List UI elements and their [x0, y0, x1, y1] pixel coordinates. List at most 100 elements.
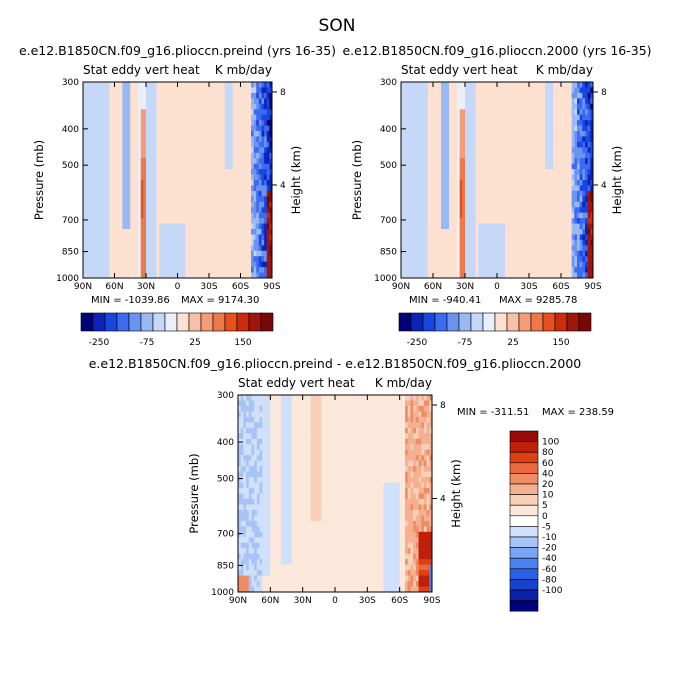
contour-cell [117, 196, 121, 203]
contour-cell [521, 158, 525, 165]
contour-cell [224, 245, 228, 252]
contour-cell [475, 239, 479, 246]
contour-cell [156, 212, 160, 219]
contour-cell [542, 163, 546, 170]
contour-cell [130, 98, 134, 105]
contour-cell [88, 267, 92, 273]
contour-cell [433, 114, 437, 121]
contour-cell [459, 229, 463, 235]
contour-cell [132, 147, 136, 154]
contour-cell [264, 196, 268, 203]
contour-cell [253, 158, 257, 165]
contour-cell [563, 212, 567, 219]
contour-cell [510, 272, 514, 278]
contour-cell [475, 131, 479, 137]
contour-cell [201, 82, 205, 88]
contour-cell [537, 131, 541, 137]
contour-cell [427, 158, 431, 165]
contour-cell [561, 234, 565, 241]
contour-cell [143, 272, 147, 278]
contour-cell [507, 87, 511, 94]
contour-cell [106, 272, 110, 278]
contour-cell [417, 98, 421, 105]
contour-cell [403, 234, 407, 241]
contour-cell [494, 174, 498, 181]
contour-cell [502, 190, 506, 197]
contour-cell [98, 272, 102, 278]
contour-cell [266, 250, 270, 257]
contour-cell [222, 201, 226, 208]
contour-cell [521, 87, 525, 94]
contour-cell [430, 125, 434, 132]
contour-cell [227, 92, 231, 99]
contour-cell [427, 136, 431, 143]
contour-cell [550, 229, 554, 235]
contour-cell [481, 180, 485, 186]
contour-cell [403, 207, 407, 214]
contour-cell [451, 125, 455, 132]
contour-cell [555, 169, 559, 175]
contour-cell [446, 190, 450, 197]
contour-cell [227, 109, 231, 116]
contour-cell [211, 158, 215, 165]
contour-cell [478, 245, 482, 252]
contour-cell [569, 158, 573, 165]
contour-cell [569, 196, 573, 203]
contour-cell [563, 256, 567, 263]
contour-cell [457, 267, 461, 273]
contour-cell [127, 92, 131, 99]
contour-cell [467, 120, 471, 126]
contour-cell [409, 196, 413, 203]
contour-cell [253, 234, 257, 241]
contour-cell [478, 152, 482, 159]
contour-cell [264, 147, 268, 154]
contour-cell [85, 212, 89, 219]
contour-cell [462, 196, 466, 203]
contour-cell [88, 92, 92, 99]
contour-cell [425, 92, 429, 99]
contour-cell [174, 196, 178, 203]
contour-cell [419, 109, 423, 116]
contour-cell [526, 234, 530, 241]
contour-cell [209, 152, 213, 159]
contour-cell [441, 92, 445, 99]
contour-cell [106, 256, 110, 263]
contour-cell [510, 152, 514, 159]
contour-cell [125, 239, 129, 246]
contour-cell [230, 272, 234, 278]
contour-cell [248, 98, 252, 105]
contour-cell [441, 190, 445, 197]
contour-cell [566, 169, 570, 175]
contour-cell [537, 212, 541, 219]
contour-cell [497, 125, 501, 132]
contour-cell [219, 207, 223, 214]
contour-cell [198, 174, 202, 181]
contour-cell [224, 234, 228, 241]
contour-cell [180, 201, 184, 208]
contour-cell [451, 163, 455, 170]
contour-cell [206, 136, 210, 143]
contour-cell [470, 158, 474, 165]
contour-cell [240, 201, 244, 208]
contour-cell [96, 261, 100, 268]
contour-cell [545, 256, 549, 263]
contour-cell [571, 109, 575, 116]
contour-cell [125, 125, 129, 132]
contour-cell [534, 147, 538, 154]
contour-cell [258, 229, 262, 235]
contour-cell [182, 229, 186, 235]
contour-cell [172, 174, 176, 181]
contour-cell [521, 196, 525, 203]
contour-cell [550, 131, 554, 137]
contour-cell [185, 212, 189, 219]
contour-cell [427, 245, 431, 252]
contour-cell [138, 261, 142, 268]
contour-cell [156, 141, 160, 148]
contour-cell [425, 136, 429, 143]
contour-cell [505, 131, 509, 137]
contour-cell [435, 114, 439, 121]
contour-cell [161, 147, 165, 154]
contour-cell [430, 114, 434, 121]
contour-cell [494, 218, 498, 224]
contour-cell [188, 234, 192, 241]
